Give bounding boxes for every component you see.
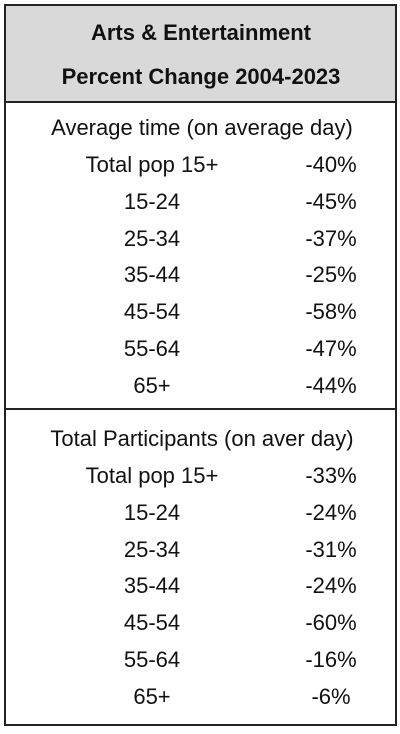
row-value: -47% bbox=[305, 336, 357, 361]
row-value: -16% bbox=[305, 647, 357, 672]
row-label: 65+ bbox=[133, 372, 171, 398]
row-value: -40% bbox=[305, 152, 357, 177]
row-label: 45-54 bbox=[123, 610, 181, 636]
header-title: Arts & Entertainment bbox=[90, 20, 312, 45]
row-value: -25% bbox=[305, 262, 357, 288]
row-label: 35-44 bbox=[123, 262, 181, 288]
section-title: Total Participants (on aver day) bbox=[50, 426, 354, 451]
row-label: 35-44 bbox=[123, 573, 181, 599]
row-label: 15-24 bbox=[123, 188, 181, 214]
row-label: 25-34 bbox=[123, 536, 181, 562]
row-label: 25-34 bbox=[123, 225, 181, 251]
row-value: -24% bbox=[305, 499, 357, 525]
row-label: Total pop 15+ bbox=[85, 152, 219, 177]
row-label: 15-24 bbox=[123, 499, 181, 525]
row-value: -58% bbox=[305, 299, 357, 325]
row-label: 45-54 bbox=[123, 299, 181, 325]
table-header: Arts & Entertainment Percent Change 2004-… bbox=[6, 6, 395, 103]
row-label: 55-64 bbox=[123, 647, 181, 672]
row-value: -31% bbox=[305, 536, 357, 562]
row-value: -45% bbox=[305, 188, 357, 214]
row-label: 55-64 bbox=[123, 336, 181, 361]
row-value: -6% bbox=[311, 683, 351, 709]
section-title: Average time (on average day) bbox=[51, 115, 353, 140]
row-value: -60% bbox=[305, 610, 357, 636]
row-value: -33% bbox=[305, 463, 357, 488]
table: Arts & Entertainment Percent Change 2004-… bbox=[4, 4, 397, 726]
section-divider bbox=[6, 408, 395, 410]
row-value: -44% bbox=[305, 372, 357, 398]
row-value: -37% bbox=[305, 225, 357, 251]
row-label: 65+ bbox=[133, 683, 171, 709]
row-value: -24% bbox=[305, 573, 357, 599]
row-label: Total pop 15+ bbox=[85, 463, 219, 488]
header-title: Percent Change 2004-2023 bbox=[61, 64, 341, 89]
